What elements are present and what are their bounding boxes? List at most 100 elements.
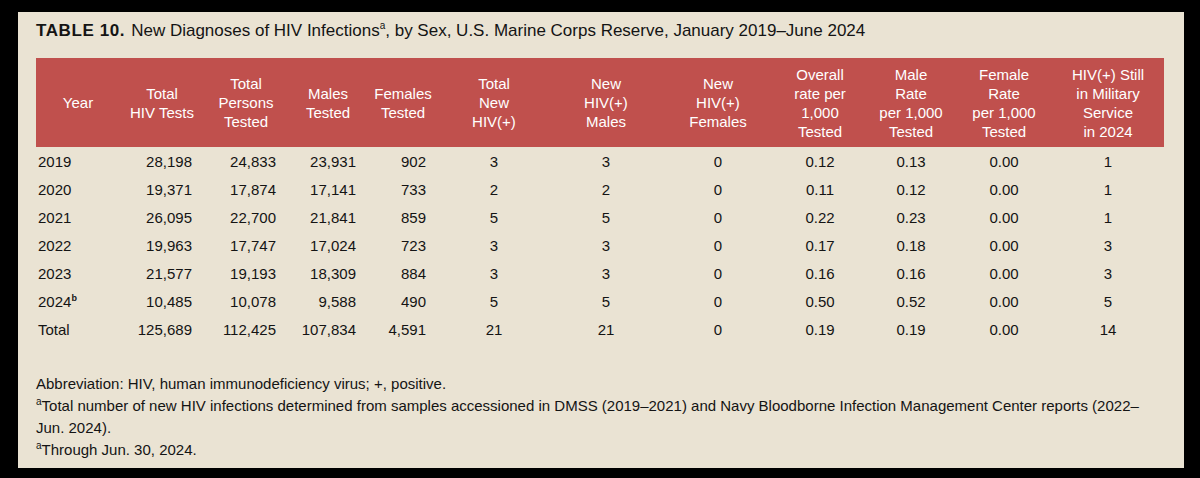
table-cell: 17,141 [288,175,368,203]
table-cell: 3 [438,231,550,259]
table-cell: 0 [662,287,774,315]
table-cell: 1 [1052,203,1164,231]
table-cell: 23,931 [288,147,368,175]
table-row-2020: 2020 19,371 17,874 17,141 733 2 2 0 0.11… [36,175,1164,203]
table-cell-year: 2022 [36,231,120,259]
table-cell: 125,689 [120,315,204,343]
table-cell: 0.00 [956,287,1052,315]
table-cell: 0 [662,147,774,175]
table-cell: 22,700 [204,203,288,231]
table-cell: 1 [1052,175,1164,203]
col-header-year: Year [36,58,120,147]
table-cell: 5 [550,287,662,315]
table-cell: 28,198 [120,147,204,175]
table-cell: 14 [1052,315,1164,343]
table-cell: 17,747 [204,231,288,259]
table-cell: 4,591 [368,315,438,343]
table-cell: 19,193 [204,259,288,287]
table-cell: 0.00 [956,175,1052,203]
table-cell: 0.00 [956,203,1052,231]
col-header-overall-rate: Overall rate per 1,000 Tested [774,58,866,147]
table-figure-page: TABLE 10. New Diagnoses of HIV Infections… [18,12,1184,468]
table-cell: 0.00 [956,259,1052,287]
table-cell: 21 [550,315,662,343]
table-cell: 3 [438,147,550,175]
table-caption: TABLE 10. New Diagnoses of HIV Infections… [36,20,1166,42]
hiv-diagnoses-table: Year Total HIV Tests Total Persons Teste… [36,58,1164,343]
table-cell: 733 [368,175,438,203]
table-cell: 0.19 [866,315,956,343]
footnotes: Abbreviation: HIV, human immunodeficienc… [36,373,1166,461]
table-cell: 0.00 [956,147,1052,175]
table-cell: 24,833 [204,147,288,175]
table-cell-year: Total [36,315,120,343]
table-cell: 1 [1052,147,1164,175]
table-cell: 0.11 [774,175,866,203]
col-header-still-in-service: HIV(+) Still in Military Service in 2024 [1052,58,1164,147]
table-cell: 21,577 [120,259,204,287]
table-row-2023: 2023 21,577 19,193 18,309 884 3 3 0 0.16… [36,259,1164,287]
table-row-2019: 2019 28,198 24,833 23,931 902 3 3 0 0.12… [36,147,1164,175]
footnote-b: aThrough Jun. 30, 2024. [36,439,1166,461]
table-cell: 0 [662,231,774,259]
table-cell: 859 [368,203,438,231]
table-cell: 26,095 [120,203,204,231]
table-cell: 884 [368,259,438,287]
table-cell: 0.00 [956,315,1052,343]
table-cell: 17,024 [288,231,368,259]
table-cell-year: 2020 [36,175,120,203]
table-header-row: Year Total HIV Tests Total Persons Teste… [36,58,1164,147]
table-cell: 5 [438,203,550,231]
footnote-marker-b-icon: b [71,293,77,303]
table-cell: 18,309 [288,259,368,287]
table-row-2022: 2022 19,963 17,747 17,024 723 3 3 0 0.17… [36,231,1164,259]
table-cell: 0.16 [774,259,866,287]
table-cell: 10,485 [120,287,204,315]
table-title-text: New Diagnoses of HIV Infections [131,21,380,40]
table-number-label: TABLE 10. [36,21,125,40]
col-header-new-hiv-females: New HIV(+) Females [662,58,774,147]
table-cell: 5 [1052,287,1164,315]
table-cell-year: 2021 [36,203,120,231]
footnote-abbreviation: Abbreviation: HIV, human immunodeficienc… [36,373,1166,395]
table-cell: 0.19 [774,315,866,343]
table-cell: 0.17 [774,231,866,259]
table-cell: 0.12 [774,147,866,175]
table-cell: 0.16 [866,259,956,287]
table-title-rest: , by Sex, U.S. Marine Corps Reserve, Jan… [385,21,865,40]
table-cell: 19,371 [120,175,204,203]
table-cell: 0.00 [956,231,1052,259]
col-header-females-tested: Females Tested [368,58,438,147]
table-cell: 3 [438,259,550,287]
col-header-total-persons-tested: Total Persons Tested [204,58,288,147]
table-cell: 0.50 [774,287,866,315]
table-cell: 0.12 [866,175,956,203]
table-cell: 0 [662,259,774,287]
table-cell: 0.23 [866,203,956,231]
table-cell: 3 [550,231,662,259]
footnote-a: aTotal number of new HIV infections dete… [36,395,1166,439]
table-cell: 19,963 [120,231,204,259]
table-cell-year: 2024b [36,287,120,315]
table-cell: 0.52 [866,287,956,315]
table-cell: 10,078 [204,287,288,315]
table-cell: 3 [1052,259,1164,287]
table-cell: 2 [550,175,662,203]
table-row-2024: 2024b 10,485 10,078 9,588 490 5 5 0 0.50… [36,287,1164,315]
table-cell: 17,874 [204,175,288,203]
table-cell: 0.13 [866,147,956,175]
table-cell: 0.18 [866,231,956,259]
col-header-total-new-hiv: Total New HIV(+) [438,58,550,147]
table-cell: 5 [550,203,662,231]
table-cell: 0 [662,315,774,343]
table-cell: 3 [1052,231,1164,259]
table-row-2021: 2021 26,095 22,700 21,841 859 5 5 0 0.22… [36,203,1164,231]
table-cell: 2 [438,175,550,203]
table-cell-year: 2023 [36,259,120,287]
col-header-female-rate: Female Rate per 1,000 Tested [956,58,1052,147]
table-cell: 5 [438,287,550,315]
table-cell: 107,834 [288,315,368,343]
table-cell: 112,425 [204,315,288,343]
table-cell: 3 [550,147,662,175]
table-cell: 21,841 [288,203,368,231]
